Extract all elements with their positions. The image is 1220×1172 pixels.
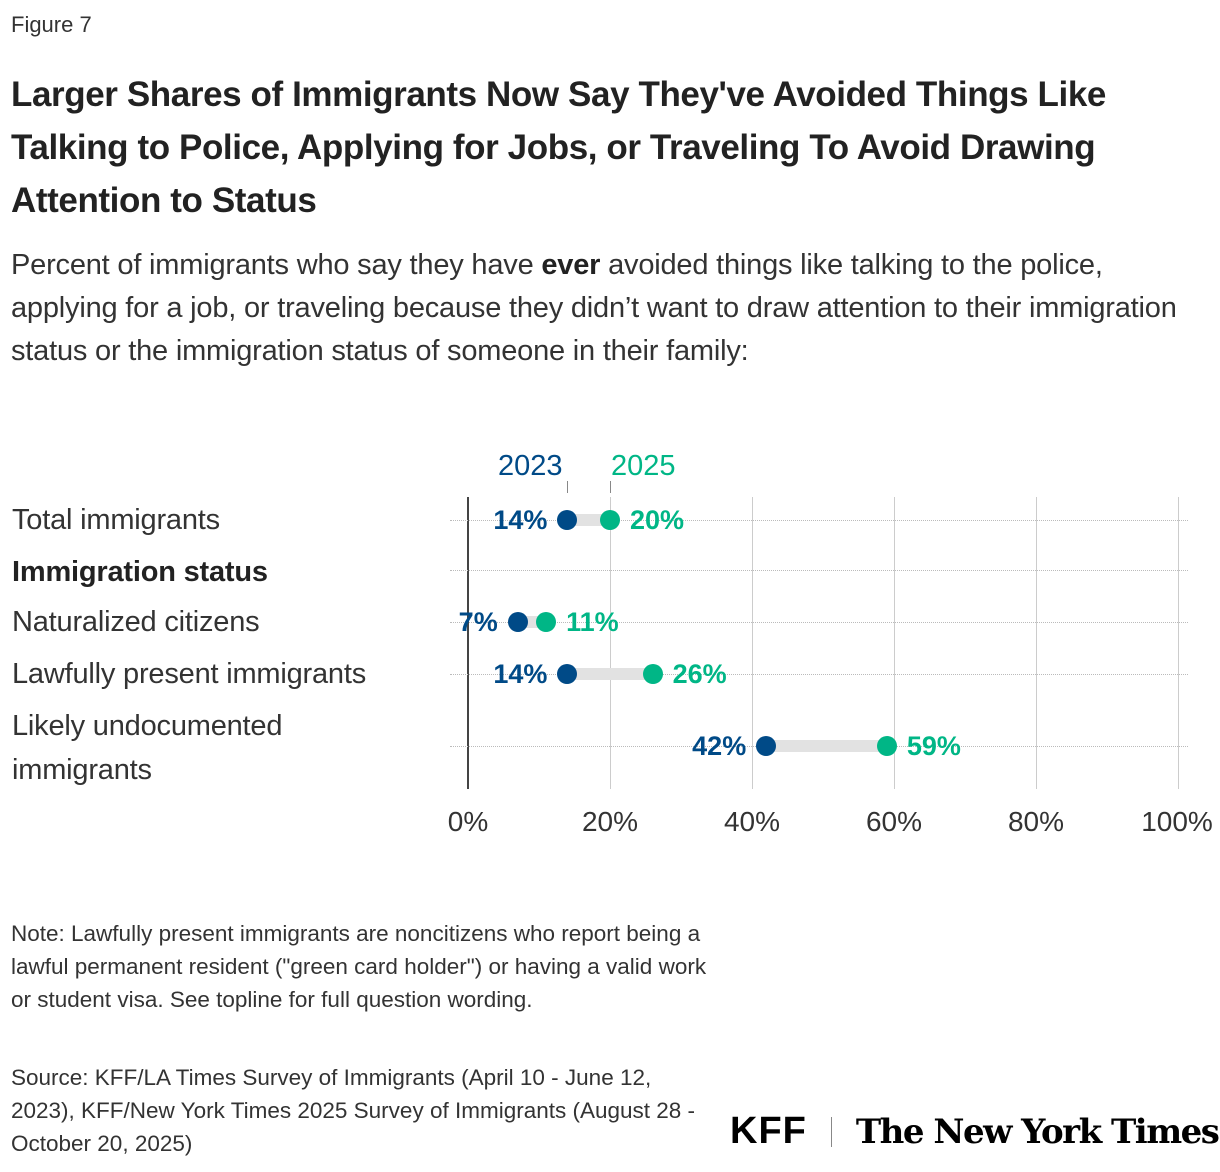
value-label-2025: 26% [672, 659, 727, 689]
value-label-2025: 20% [630, 505, 685, 535]
row-gridline [450, 674, 1188, 675]
subtitle-text: Percent of immigrants who say they have [11, 249, 542, 281]
value-label-2025: 11% [566, 607, 619, 637]
row-gridline [450, 570, 1188, 571]
kff-logo: KFF [730, 1110, 807, 1152]
value-label-2023: 14% [493, 505, 548, 535]
legend-2023: 2023 [498, 450, 563, 482]
chart-title: Larger Shares of Immigrants Now Say They… [11, 75, 1106, 220]
logo-divider [830, 1116, 832, 1147]
chart-subtitle: Percent of immigrants who say they have … [11, 244, 1211, 373]
category-label: Total immigrants [12, 504, 220, 536]
y-axis-line [467, 497, 469, 789]
nyt-logo: The New York Times [855, 1111, 1220, 1152]
chart-note: Note: Lawfully present immigrants are no… [11, 921, 707, 1012]
x-tick-label: 20% [581, 806, 639, 837]
row-gridline [450, 520, 1188, 521]
gridline [610, 497, 611, 789]
point-2023 [557, 510, 578, 530]
row-gridline [450, 622, 1188, 623]
subtitle-text: avoided things like talking to the polic… [11, 249, 1177, 367]
x-tick-label: 40% [723, 806, 781, 837]
point-2023 [557, 664, 578, 684]
value-label-2023: 7% [458, 607, 498, 637]
dumbbell-connector [567, 668, 653, 680]
point-2025 [876, 736, 897, 756]
point-2025 [536, 612, 557, 632]
category-label: Naturalized citizens [12, 606, 260, 638]
value-label-2023: 42% [692, 731, 747, 761]
gridline [1178, 497, 1179, 789]
point-2025 [642, 664, 663, 684]
x-tick-label: 0% [447, 806, 489, 837]
gridline [752, 497, 753, 789]
subtitle-emphasis: ever [541, 249, 601, 281]
x-tick-label: 80% [1007, 806, 1065, 837]
category-label: Likely undocumented immigrants [12, 710, 283, 786]
value-label-2025: 59% [906, 731, 961, 761]
gridline [1036, 497, 1037, 789]
dumbbell-connector [766, 740, 887, 752]
point-2025 [600, 510, 620, 530]
gridline [894, 497, 895, 789]
dumbbell-connector [567, 514, 610, 526]
point-2023 [756, 736, 777, 756]
logos: KFF The New York Times [730, 1110, 1220, 1153]
category-label: Lawfully present immigrants [12, 658, 367, 690]
legend-tick-2025 [610, 481, 611, 493]
legend-tick-2023 [567, 481, 569, 493]
x-tick-label: 60% [865, 806, 923, 837]
x-tick-label: 100% [1141, 806, 1213, 837]
point-2023 [507, 612, 528, 632]
value-label-2023: 14% [493, 659, 548, 689]
figure-label: Figure 7 [11, 12, 92, 37]
chart-source: Source: KFF/LA Times Survey of Immigrant… [11, 1065, 696, 1156]
legend-2025: 2025 [611, 450, 676, 482]
group-header: Immigration status [12, 556, 268, 588]
